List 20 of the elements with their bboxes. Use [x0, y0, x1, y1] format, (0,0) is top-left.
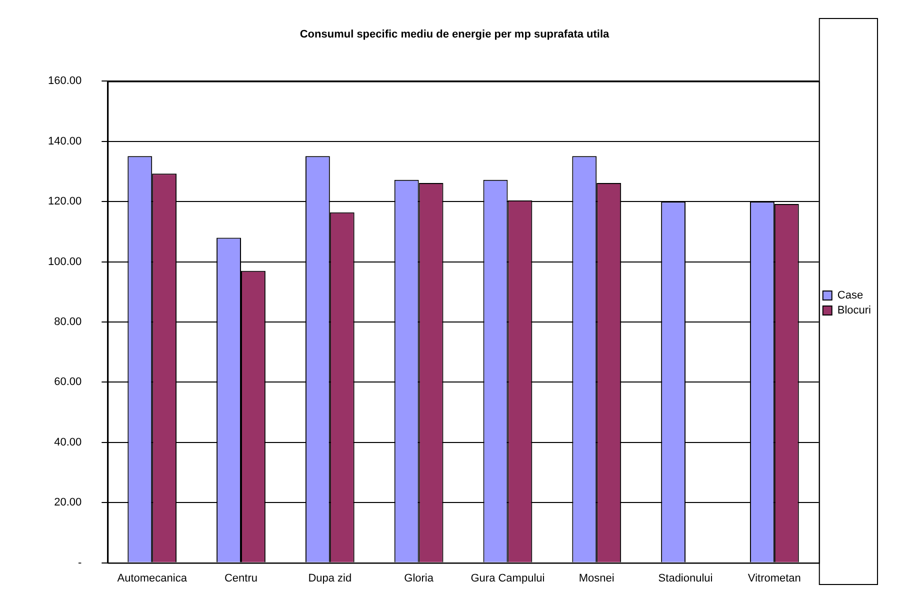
legend-label: Case	[837, 290, 864, 302]
y-tick-label: 120.00	[48, 196, 82, 208]
x-tick-label: Gloria	[404, 572, 434, 584]
legend-label: Blocuri	[837, 304, 871, 317]
x-tick-label: Mosnei	[578, 572, 614, 584]
y-tick-label: 140.00	[48, 135, 82, 148]
x-tick-label: Dupa zid	[308, 572, 352, 584]
y-tick-label: 20.00	[54, 496, 82, 509]
y-tick-label: 100.00	[48, 256, 82, 268]
y-tick-label: 80.00	[54, 316, 82, 328]
y-tick-label: -	[78, 556, 82, 569]
x-tick-label: Gura Campului	[470, 572, 545, 584]
y-tick-label: 40.00	[54, 436, 82, 448]
x-tick-label: Vitrometan	[748, 572, 801, 584]
y-tick-label: 60.00	[54, 376, 82, 388]
y-tick-label: 160.00	[48, 75, 82, 88]
chart-title: Consumul specific mediu de energie per mp suprafata utila	[300, 28, 610, 41]
x-tick-label: Centru	[224, 572, 258, 584]
x-tick-label: Automecanica	[117, 572, 188, 584]
x-tick-label: Stadionului	[658, 572, 713, 584]
